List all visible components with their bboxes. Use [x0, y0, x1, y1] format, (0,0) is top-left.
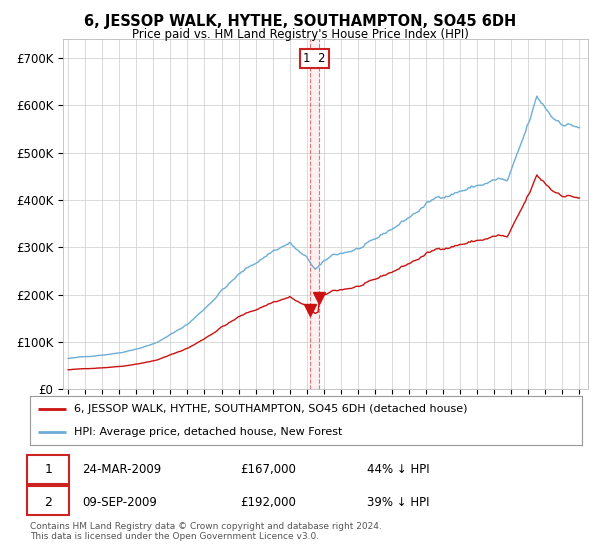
Bar	[310, 39, 319, 389]
FancyBboxPatch shape	[27, 455, 68, 484]
Text: Contains HM Land Registry data © Crown copyright and database right 2024.
This d: Contains HM Land Registry data © Crown c…	[30, 522, 382, 542]
Text: 6, JESSOP WALK, HYTHE, SOUTHAMPTON, SO45 6DH (detached house): 6, JESSOP WALK, HYTHE, SOUTHAMPTON, SO45…	[74, 404, 467, 414]
Text: 39% ↓ HPI: 39% ↓ HPI	[367, 496, 429, 509]
Text: 1  2: 1 2	[303, 52, 326, 64]
Text: 24-MAR-2009: 24-MAR-2009	[82, 463, 161, 476]
FancyBboxPatch shape	[27, 486, 68, 515]
Text: 09-SEP-2009: 09-SEP-2009	[82, 496, 157, 509]
Text: 1: 1	[44, 463, 52, 476]
Text: £167,000: £167,000	[240, 463, 296, 476]
Text: HPI: Average price, detached house, New Forest: HPI: Average price, detached house, New …	[74, 427, 343, 437]
Text: £192,000: £192,000	[240, 496, 296, 509]
Text: Price paid vs. HM Land Registry's House Price Index (HPI): Price paid vs. HM Land Registry's House …	[131, 28, 469, 41]
Text: 2: 2	[44, 496, 52, 509]
Text: 6, JESSOP WALK, HYTHE, SOUTHAMPTON, SO45 6DH: 6, JESSOP WALK, HYTHE, SOUTHAMPTON, SO45…	[84, 14, 516, 29]
Text: 44% ↓ HPI: 44% ↓ HPI	[367, 463, 430, 476]
